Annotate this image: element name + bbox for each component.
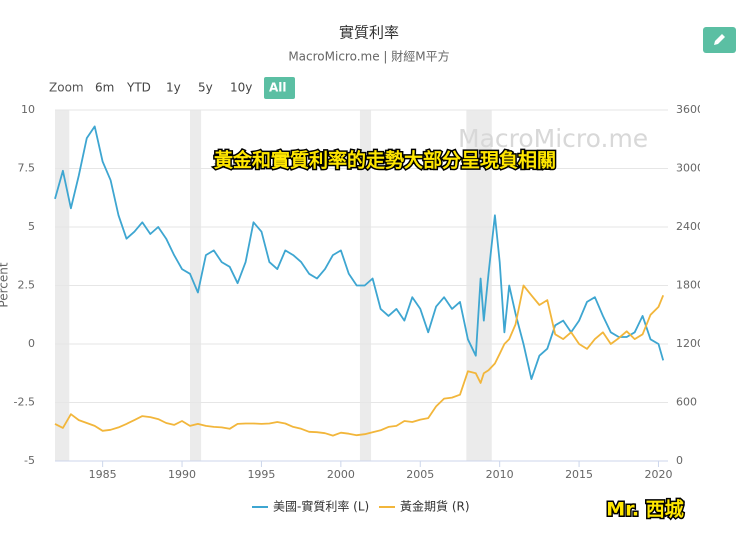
x-tick-label: 2015 bbox=[565, 468, 593, 481]
y2-tick-label: 1800 bbox=[676, 279, 700, 292]
y-axis-title: Percent bbox=[0, 262, 11, 307]
zoom-button[interactable]: All bbox=[269, 81, 287, 95]
pencil bbox=[714, 34, 725, 45]
y2-tick-label: 3000 bbox=[676, 162, 700, 175]
edit-icon bbox=[714, 34, 725, 45]
y2-tick-label: 0 bbox=[676, 454, 683, 467]
zoom-button[interactable]: 6m bbox=[95, 81, 114, 95]
y-tick-label: 7.5 bbox=[18, 162, 36, 175]
zoom-button-active bbox=[264, 77, 295, 99]
chart-title: 實質利率 bbox=[339, 24, 399, 42]
y-tick-label: 10 bbox=[21, 103, 35, 116]
y-tick-label: 0 bbox=[28, 337, 35, 350]
y-tick-label: -5 bbox=[24, 454, 35, 467]
y-tick-label: -2.5 bbox=[14, 396, 35, 409]
annotation: 黃金和實質利率的走勢大部分呈現負相關 bbox=[214, 149, 556, 172]
y2-tick-label: 3600 bbox=[676, 103, 700, 116]
zoom-button[interactable]: YTD bbox=[126, 81, 151, 95]
x-tick-label: 1990 bbox=[168, 468, 196, 481]
legend-label[interactable]: 黃金期貨 (R) bbox=[400, 499, 470, 514]
x-tick-label: 1995 bbox=[247, 468, 275, 481]
y2-tick-label: 600 bbox=[676, 396, 697, 409]
y2-tick-label: 1200 bbox=[676, 337, 700, 350]
watermark: MacroMicro.me bbox=[458, 124, 648, 153]
legend-label[interactable]: 美國-實質利率 (L) bbox=[273, 499, 369, 514]
edit-button[interactable] bbox=[703, 27, 736, 53]
x-tick-label: 2005 bbox=[406, 468, 434, 481]
x-tick-label: 1985 bbox=[89, 468, 117, 481]
series-line bbox=[54, 284, 665, 437]
signature: Mr. 西城 bbox=[606, 498, 683, 521]
x-tick-label: 2020 bbox=[644, 468, 672, 481]
x-tick-label: 2000 bbox=[327, 468, 355, 481]
zoom-button[interactable]: 5y bbox=[198, 81, 213, 95]
y2-tick-label: 2400 bbox=[676, 220, 700, 233]
zoom-button[interactable]: 1y bbox=[166, 81, 181, 95]
series-line bbox=[54, 125, 665, 380]
zoom-button[interactable]: 10y bbox=[230, 81, 252, 95]
chart-subtitle: MacroMicro.me | 財經M平方 bbox=[288, 49, 449, 64]
x-tick-label: 2010 bbox=[486, 468, 514, 481]
y-tick-label: 2.5 bbox=[18, 279, 36, 292]
zoom-label: Zoom bbox=[49, 81, 84, 95]
chart: 實質利率 MacroMicro.me | 財經M平方 Zoom 6m YTD 1y 5… bbox=[0, 24, 700, 523]
y-tick-label: 5 bbox=[28, 220, 35, 233]
